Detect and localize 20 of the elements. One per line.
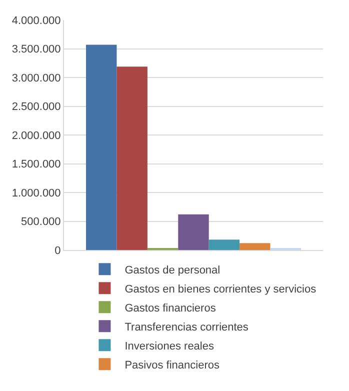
y-tick-label: 3.000.000 bbox=[12, 72, 61, 84]
bar bbox=[208, 240, 240, 250]
legend-label: Gastos en bienes corrientes y servicios bbox=[124, 283, 317, 296]
y-tick-label: 2.500.000 bbox=[12, 101, 61, 114]
y-tick-label: 2.000.000 bbox=[12, 130, 61, 142]
bar bbox=[116, 66, 148, 250]
legend-label: Pasivos financieros bbox=[124, 359, 220, 372]
y-tick-label: 1.500.000 bbox=[12, 158, 61, 171]
y-tick-label: 500.000 bbox=[21, 216, 61, 228]
legend-label: Gastos financieros bbox=[124, 302, 216, 314]
bar bbox=[86, 44, 117, 250]
y-tick-label: 3.500.000 bbox=[12, 44, 61, 56]
legend-label: Transferencias corrientes bbox=[124, 321, 249, 334]
legend-label: Inversiones reales bbox=[124, 340, 214, 352]
y-tick-label: 4.000.000 bbox=[12, 14, 61, 27]
legend-label: Gastos de personal bbox=[124, 264, 220, 276]
bar bbox=[178, 214, 209, 250]
y-tick-label: 1.000.000 bbox=[12, 187, 61, 200]
bar bbox=[240, 243, 270, 250]
y-tick-label: 0 bbox=[54, 244, 61, 257]
